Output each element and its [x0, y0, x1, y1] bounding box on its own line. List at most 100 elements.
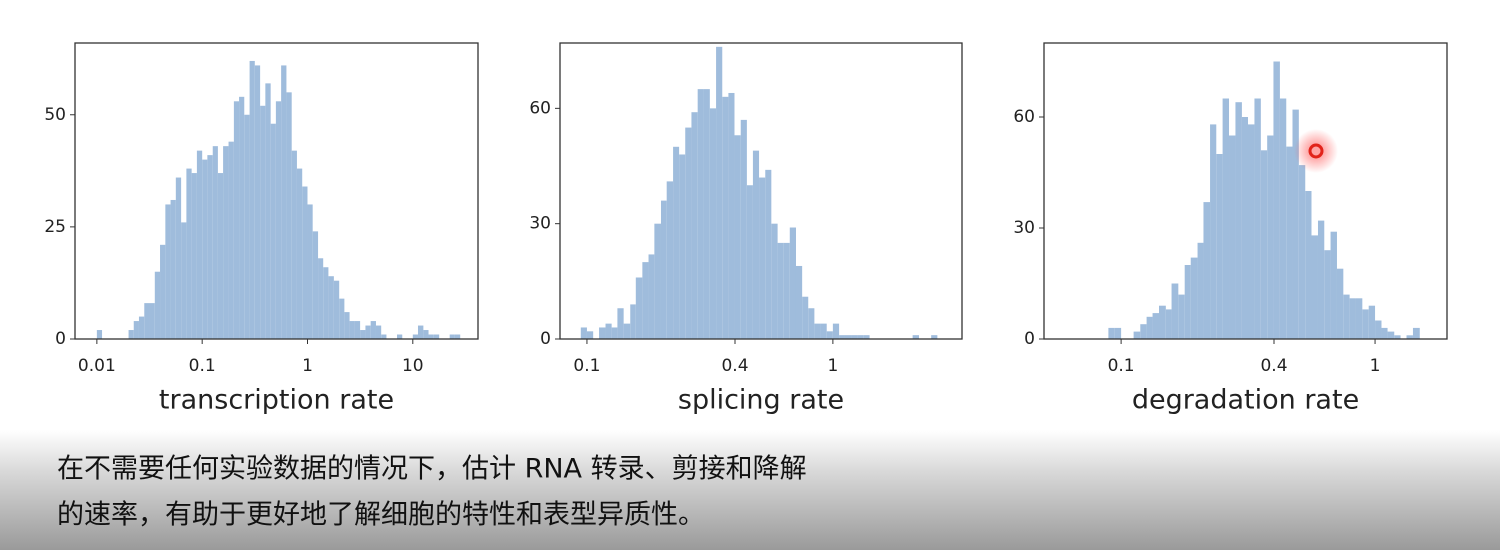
bar	[752, 150, 760, 339]
bar	[734, 135, 741, 339]
bar	[580, 327, 587, 339]
bar	[1210, 124, 1217, 340]
bar	[789, 227, 796, 339]
bar	[1178, 294, 1185, 339]
bar	[181, 222, 187, 339]
bar	[586, 331, 594, 339]
bar	[851, 335, 858, 339]
bar	[196, 150, 203, 339]
bar	[370, 321, 376, 339]
bar	[202, 159, 208, 339]
bar	[302, 186, 308, 339]
bar	[808, 308, 815, 339]
bar	[630, 304, 636, 339]
bar	[138, 316, 145, 339]
bar	[207, 155, 213, 339]
y-tick-label: 30	[1013, 218, 1035, 238]
bar	[716, 46, 723, 340]
bar	[239, 96, 245, 340]
bar	[1184, 265, 1191, 339]
y-tick-label: 50	[44, 105, 66, 125]
x-tick-label: 10	[402, 356, 424, 376]
bar	[1235, 102, 1242, 339]
bar	[339, 298, 345, 339]
bar	[1355, 298, 1363, 339]
x-axis-label: degradation rate	[1132, 385, 1359, 416]
bar	[746, 185, 753, 339]
y-tick-label: 0	[540, 329, 551, 349]
bar	[1216, 154, 1223, 339]
bar	[270, 123, 276, 340]
bar	[642, 262, 649, 339]
y-tick-label: 60	[529, 98, 551, 118]
bar	[1260, 150, 1268, 339]
bar	[1165, 309, 1172, 339]
bar	[1317, 220, 1325, 339]
bar	[832, 323, 840, 339]
x-tick-label: 1	[827, 356, 838, 376]
bar	[912, 335, 920, 339]
bar	[691, 112, 698, 340]
bar	[349, 321, 355, 339]
bar	[1140, 324, 1147, 339]
x-tick-label: 0.1	[1108, 356, 1135, 376]
bar	[1254, 98, 1261, 339]
bar	[1311, 235, 1318, 339]
bar	[1248, 124, 1255, 340]
axes-frame	[74, 42, 479, 340]
bar	[814, 323, 821, 339]
bar	[323, 267, 329, 339]
bar	[1362, 309, 1369, 339]
bar	[740, 119, 747, 339]
bar	[244, 114, 250, 340]
bar	[1267, 135, 1274, 339]
bar	[826, 331, 833, 339]
subtitle-line: 的速率，有助于更好地了解细胞的特性和表型异质性。	[57, 500, 705, 531]
bar	[360, 330, 366, 339]
bar	[265, 83, 271, 339]
bar	[1152, 313, 1160, 339]
bar	[307, 204, 313, 339]
x-axis-label: transcription rate	[159, 385, 394, 416]
bar	[1375, 320, 1382, 339]
subtitle-line: 在不需要任何实验数据的情况下，估计 RNA 转录、剪接和降解	[57, 454, 807, 485]
bar	[328, 276, 334, 339]
bar	[673, 146, 680, 339]
bar	[260, 105, 266, 340]
bar	[1343, 294, 1350, 339]
bar	[783, 242, 790, 339]
bar	[1381, 327, 1388, 339]
bar	[160, 244, 166, 339]
bar	[454, 334, 461, 339]
bar	[635, 277, 643, 339]
bar	[154, 271, 161, 339]
bar	[286, 92, 292, 339]
bar	[1394, 335, 1401, 339]
bar	[795, 265, 803, 339]
bar	[722, 96, 729, 340]
bar	[1241, 117, 1249, 339]
bar	[617, 308, 624, 339]
bar	[1171, 283, 1179, 339]
cursor-glow	[1294, 129, 1338, 173]
bar	[765, 169, 772, 339]
bar	[254, 65, 261, 339]
axes-frame	[559, 42, 963, 340]
bar	[1273, 61, 1280, 339]
axes-frame	[1043, 42, 1448, 340]
bar	[1114, 327, 1122, 339]
bar	[703, 89, 710, 339]
bar	[844, 335, 852, 339]
bar	[777, 242, 784, 339]
bar	[312, 231, 319, 339]
x-tick-label: 1	[302, 356, 313, 376]
bar	[611, 327, 618, 339]
y-tick-label: 0	[55, 329, 66, 349]
bar	[1222, 98, 1230, 339]
bar	[191, 173, 197, 339]
bar	[654, 223, 661, 339]
bar	[128, 330, 134, 339]
bar	[1336, 268, 1344, 339]
bar	[233, 101, 240, 339]
